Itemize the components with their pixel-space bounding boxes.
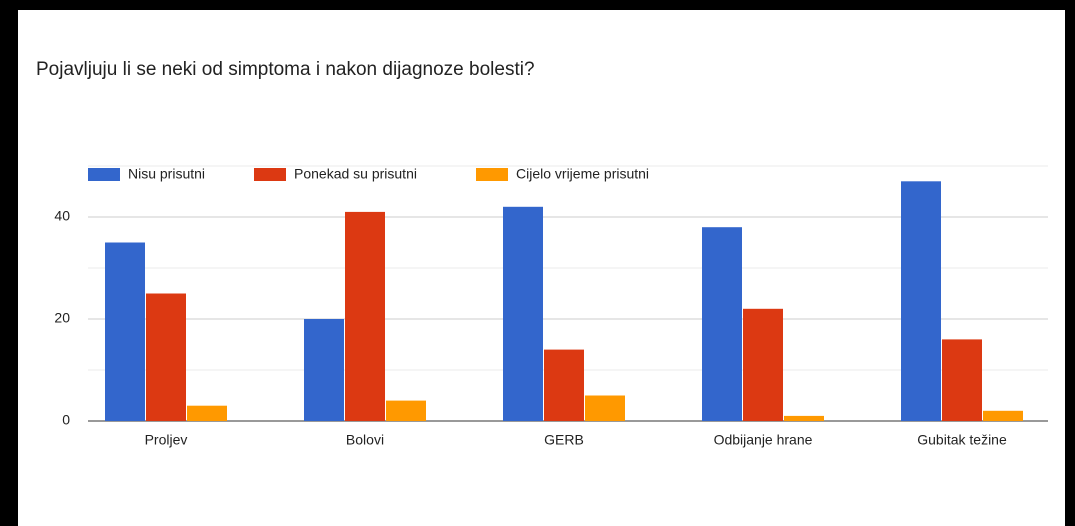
bar	[146, 293, 186, 421]
x-tick-label: Odbijanje hrane	[714, 432, 813, 448]
legend-label: Nisu prisutni	[128, 166, 205, 182]
bar	[386, 400, 426, 421]
bar	[702, 227, 742, 421]
bar	[187, 405, 227, 421]
bar	[743, 308, 783, 421]
bar	[544, 349, 584, 421]
bar	[942, 339, 982, 421]
y-tick-label: 20	[54, 310, 70, 326]
bar	[503, 206, 543, 421]
x-tick-label: Bolovi	[346, 432, 384, 448]
bar	[585, 395, 625, 421]
chart: Pojavljuju li se neki od simptoma i nako…	[18, 10, 1065, 526]
y-tick-label: 0	[62, 412, 70, 428]
bar	[784, 415, 824, 421]
y-tick-label: 40	[54, 208, 70, 224]
chart-title: Pojavljuju li se neki od simptoma i nako…	[36, 59, 535, 80]
bar	[345, 211, 385, 421]
legend-swatch	[88, 168, 120, 181]
bar	[105, 242, 145, 421]
legend-swatch	[254, 168, 286, 181]
bar	[901, 181, 941, 421]
legend-label: Cijelo vrijeme prisutni	[516, 166, 649, 182]
bar	[304, 319, 344, 421]
x-tick-label: GERB	[544, 432, 584, 448]
bar	[983, 410, 1023, 421]
x-tick-label: Gubitak težine	[917, 432, 1007, 448]
legend-label: Ponekad su prisutni	[294, 166, 417, 182]
legend-swatch	[476, 168, 508, 181]
x-tick-label: Proljev	[145, 432, 188, 448]
